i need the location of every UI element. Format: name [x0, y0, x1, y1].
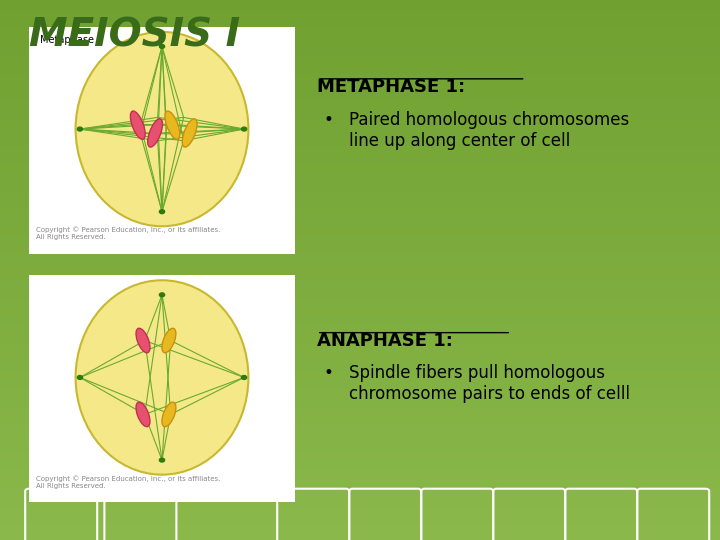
Bar	[0, 531, 720, 540]
Bar	[0, 108, 720, 117]
Bar	[0, 0, 720, 9]
Bar	[29, 275, 295, 502]
Bar	[0, 27, 720, 36]
Ellipse shape	[77, 375, 83, 380]
Text: •: •	[324, 364, 334, 382]
Bar	[0, 252, 720, 261]
Bar	[0, 63, 720, 72]
Text: Paired homologous chromosomes
line up along center of cell: Paired homologous chromosomes line up al…	[349, 111, 629, 150]
Ellipse shape	[159, 44, 165, 49]
Ellipse shape	[136, 328, 150, 353]
Ellipse shape	[241, 127, 247, 131]
Bar	[0, 378, 720, 387]
Bar	[0, 459, 720, 468]
Ellipse shape	[76, 32, 248, 226]
Bar	[0, 171, 720, 180]
Bar	[0, 504, 720, 513]
Bar	[0, 306, 720, 315]
Bar	[0, 405, 720, 414]
Bar	[0, 126, 720, 135]
Bar	[0, 396, 720, 405]
Bar	[0, 45, 720, 54]
Bar	[0, 234, 720, 243]
Bar	[0, 99, 720, 108]
Text: Copyright © Pearson Education, Inc., or its affiliates.
All Rights Reserved.: Copyright © Pearson Education, Inc., or …	[36, 227, 220, 240]
Bar	[0, 360, 720, 369]
Text: ANAPHASE 1:: ANAPHASE 1:	[317, 332, 453, 350]
Ellipse shape	[165, 111, 180, 139]
Bar	[0, 333, 720, 342]
Bar	[0, 441, 720, 450]
Bar	[0, 432, 720, 441]
Bar	[0, 36, 720, 45]
Bar	[0, 270, 720, 279]
Ellipse shape	[241, 375, 247, 380]
Text: Spindle fibers pull homologous
chromosome pairs to ends of celll: Spindle fibers pull homologous chromosom…	[349, 364, 630, 403]
Bar	[0, 279, 720, 288]
Bar	[0, 117, 720, 126]
Bar	[0, 153, 720, 162]
Ellipse shape	[76, 280, 248, 475]
Bar	[0, 369, 720, 378]
Bar	[0, 261, 720, 270]
Ellipse shape	[159, 458, 165, 462]
Bar	[0, 315, 720, 324]
Bar	[0, 324, 720, 333]
Text: •: •	[324, 111, 334, 129]
Text: Copyright © Pearson Education, Inc., or its affiliates.
All Rights Reserved.: Copyright © Pearson Education, Inc., or …	[36, 475, 220, 489]
Bar	[0, 18, 720, 27]
Ellipse shape	[182, 119, 197, 147]
Ellipse shape	[148, 119, 163, 147]
Bar	[0, 414, 720, 423]
Bar	[0, 495, 720, 504]
Ellipse shape	[130, 111, 145, 139]
Ellipse shape	[162, 328, 176, 353]
Bar	[0, 522, 720, 531]
Bar	[0, 288, 720, 297]
Bar	[0, 513, 720, 522]
Text: Metaphase I: Metaphase I	[40, 35, 99, 45]
Bar	[0, 162, 720, 171]
Bar	[0, 9, 720, 18]
Bar	[29, 27, 295, 254]
Bar	[0, 216, 720, 225]
Text: METAPHASE 1:: METAPHASE 1:	[317, 78, 465, 96]
Ellipse shape	[159, 293, 165, 297]
Bar	[0, 243, 720, 252]
Bar	[0, 225, 720, 234]
Bar	[0, 189, 720, 198]
Bar	[0, 90, 720, 99]
Text: MEIOSIS I: MEIOSIS I	[29, 16, 240, 54]
Bar	[0, 468, 720, 477]
Bar	[0, 423, 720, 432]
Bar	[0, 297, 720, 306]
Ellipse shape	[162, 402, 176, 427]
Bar	[0, 54, 720, 63]
Bar	[0, 450, 720, 459]
Bar	[0, 144, 720, 153]
Bar	[0, 135, 720, 144]
Bar	[0, 351, 720, 360]
Bar	[0, 342, 720, 351]
Bar	[0, 198, 720, 207]
Bar	[0, 486, 720, 495]
Bar	[0, 180, 720, 189]
Bar	[0, 72, 720, 81]
Bar	[0, 387, 720, 396]
Bar	[0, 477, 720, 486]
Bar	[0, 207, 720, 216]
Ellipse shape	[136, 402, 150, 427]
Bar	[0, 81, 720, 90]
Ellipse shape	[159, 210, 165, 214]
Ellipse shape	[77, 127, 83, 131]
